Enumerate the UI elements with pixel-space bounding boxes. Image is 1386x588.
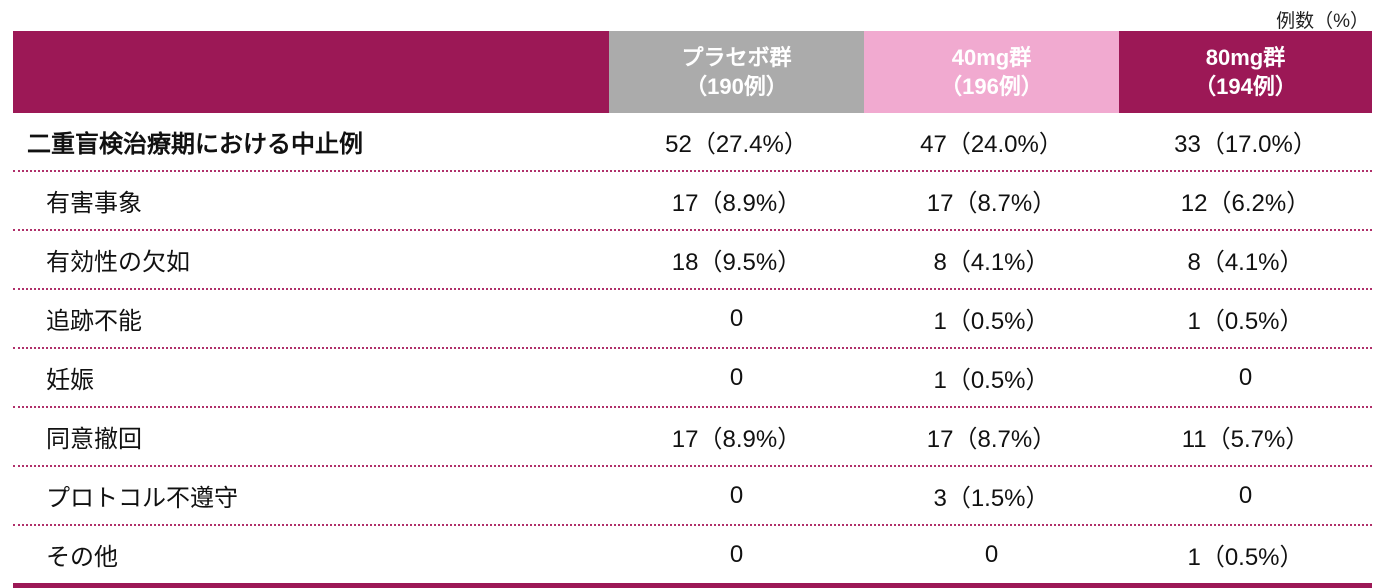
cell-placebo: 52（27.4%） bbox=[665, 131, 808, 158]
cell-40mg: 8（4.1%） bbox=[933, 249, 1050, 276]
unit-label: 例数（%） bbox=[1276, 11, 1369, 32]
table-row: 有効性の欠如 18（9.5%） 8（4.1%） 8（4.1%） bbox=[13, 231, 1372, 290]
cell-placebo: 0 bbox=[729, 363, 744, 391]
column-name: 40mg群 bbox=[951, 45, 1032, 70]
cell-80mg: 11（5.7%） bbox=[1181, 426, 1310, 453]
table-row: 同意撤回 17（8.9%） 17（8.7%） 11（5.7%） bbox=[13, 408, 1372, 467]
cell-placebo: 18（9.5%） bbox=[671, 249, 802, 276]
table-row: 妊娠 0 1（0.5%） 0 bbox=[13, 349, 1372, 408]
cell-40mg: 1（0.5%） bbox=[933, 367, 1050, 394]
table-row: 追跡不能 0 1（0.5%） 1（0.5%） bbox=[13, 290, 1372, 349]
cell-40mg: 17（8.7%） bbox=[926, 190, 1057, 217]
cell-80mg: 0 bbox=[1238, 481, 1253, 509]
cell-80mg: 0 bbox=[1238, 363, 1253, 391]
row-label: 有効性の欠如 bbox=[46, 249, 190, 276]
row-label: プロトコル不遵守 bbox=[46, 485, 238, 512]
column-name: プラセボ群 bbox=[681, 45, 792, 70]
column-n: （190例） bbox=[685, 74, 788, 99]
discontinuation-table: プラセボ群 （190例） 40mg群 （196例） 80mg群 （194例） 二… bbox=[13, 31, 1372, 588]
column-n: （196例） bbox=[940, 74, 1043, 99]
cell-placebo: 0 bbox=[729, 304, 744, 332]
row-label: その他 bbox=[46, 544, 118, 571]
cell-placebo: 0 bbox=[729, 540, 744, 568]
row-label: 有害事象 bbox=[46, 190, 142, 217]
column-name: 80mg群 bbox=[1205, 45, 1286, 70]
cell-placebo: 0 bbox=[729, 481, 744, 509]
cell-placebo: 17（8.9%） bbox=[671, 190, 802, 217]
cell-80mg: 12（6.2%） bbox=[1180, 190, 1311, 217]
cell-40mg: 3（1.5%） bbox=[933, 485, 1050, 512]
table-row-total: 二重盲検治療期における中止例 52（27.4%） 47（24.0%） 33（17… bbox=[13, 113, 1372, 172]
cell-40mg: 0 bbox=[984, 540, 999, 568]
row-label: 妊娠 bbox=[46, 367, 94, 394]
row-label: 同意撤回 bbox=[46, 426, 142, 453]
row-label: 追跡不能 bbox=[46, 308, 142, 335]
table-row: プロトコル不遵守 0 3（1.5%） 0 bbox=[13, 467, 1372, 526]
row-label: 二重盲検治療期における中止例 bbox=[27, 131, 363, 158]
table-header: プラセボ群 （190例） 40mg群 （196例） 80mg群 （194例） bbox=[13, 31, 1372, 113]
cell-80mg: 33（17.0%） bbox=[1174, 131, 1317, 158]
cell-40mg: 17（8.7%） bbox=[926, 426, 1057, 453]
cell-40mg: 47（24.0%） bbox=[920, 131, 1063, 158]
cell-80mg: 8（4.1%） bbox=[1187, 249, 1304, 276]
table-bottom-rule bbox=[13, 583, 1372, 588]
header-80mg: 80mg群 （194例） bbox=[1119, 31, 1372, 113]
header-40mg: 40mg群 （196例） bbox=[864, 31, 1119, 113]
cell-80mg: 1（0.5%） bbox=[1187, 544, 1304, 571]
column-n: （194例） bbox=[1194, 74, 1297, 99]
header-placebo: プラセボ群 （190例） bbox=[609, 31, 864, 113]
table-row: その他 0 0 1（0.5%） bbox=[13, 526, 1372, 583]
cell-placebo: 17（8.9%） bbox=[671, 426, 802, 453]
header-label-cell bbox=[13, 31, 609, 113]
cell-40mg: 1（0.5%） bbox=[933, 308, 1050, 335]
table-row: 有害事象 17（8.9%） 17（8.7%） 12（6.2%） bbox=[13, 172, 1372, 231]
cell-80mg: 1（0.5%） bbox=[1187, 308, 1304, 335]
